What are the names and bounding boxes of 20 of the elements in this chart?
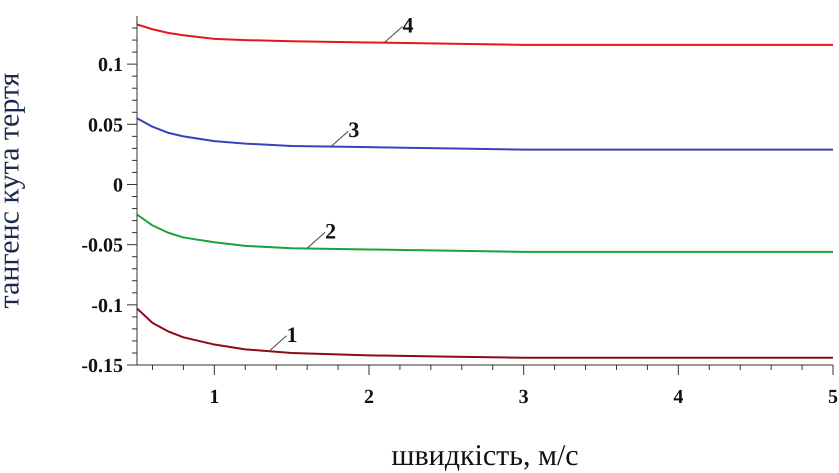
x-axis-title: швидкість, м/с [391,439,579,472]
y-tick-label: -0.15 [81,355,123,377]
y-tick-label: -0.1 [91,294,123,317]
annotation: 2 [325,218,336,244]
annotation: 4 [402,12,414,38]
annotation: 3 [348,117,360,142]
y-tick-label: 0 [113,174,123,196]
annotation: 1 [286,322,298,347]
x-tick-label: 3 [518,386,529,408]
y-tick-label: 0.1 [98,54,123,76]
x-tick-label: 4 [673,386,684,408]
y-tick-label: -0.05 [81,234,123,257]
x-tick-label: 2 [364,386,374,408]
line-series [137,117,833,151]
y-axis-title: тангенс кута тертя [0,72,26,308]
x-tick-label: 1 [209,386,220,408]
x-tick-label: 5 [828,386,838,408]
line-series [137,307,833,359]
y-tick-label: 0.05 [88,114,123,136]
line-series [137,214,833,253]
